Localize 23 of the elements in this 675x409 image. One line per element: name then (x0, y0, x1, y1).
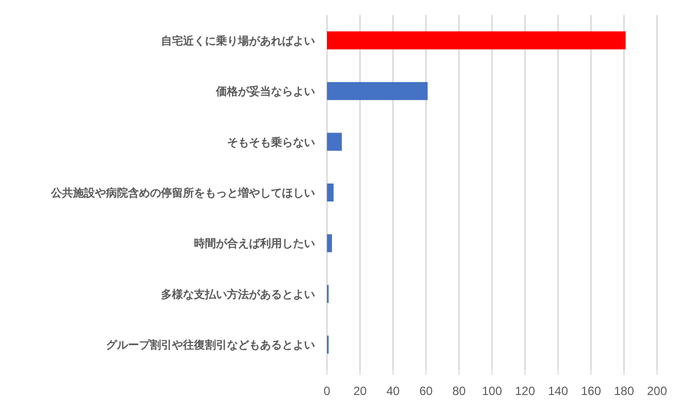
bar (327, 31, 626, 50)
x-tick-label: 180 (614, 384, 634, 398)
x-tick-label: 100 (482, 384, 502, 398)
x-tick-label: 20 (353, 384, 367, 398)
x-tick-label: 200 (646, 384, 668, 398)
y-tick-label: 価格が妥当ならよい (215, 85, 315, 98)
y-tick-label: 多様な支払い方法があるとよい (161, 288, 315, 301)
y-tick-label: 自宅近くに乗り場があればよい (161, 34, 315, 48)
x-tick-label: 40 (386, 384, 400, 398)
x-tick-label: 160 (580, 384, 602, 398)
y-tick-label: グループ割引や往復割引などもあるとよい (106, 338, 315, 352)
bar (327, 184, 334, 202)
y-tick-label: 時間が合えば利用したい (194, 237, 315, 250)
bar (327, 132, 342, 151)
x-tick-label: 60 (419, 384, 433, 398)
x-tick-label: 0 (324, 384, 331, 398)
y-tick-label: 公共施設や病院含めの停留所をもっと増やしてほしい (50, 186, 315, 200)
bar (327, 234, 332, 252)
x-tick-label: 140 (548, 384, 568, 398)
y-tick-label: そもそも乗らない (227, 136, 315, 149)
x-tick-label: 120 (514, 384, 536, 398)
x-tick-label: 80 (452, 384, 466, 398)
bar (327, 82, 428, 100)
